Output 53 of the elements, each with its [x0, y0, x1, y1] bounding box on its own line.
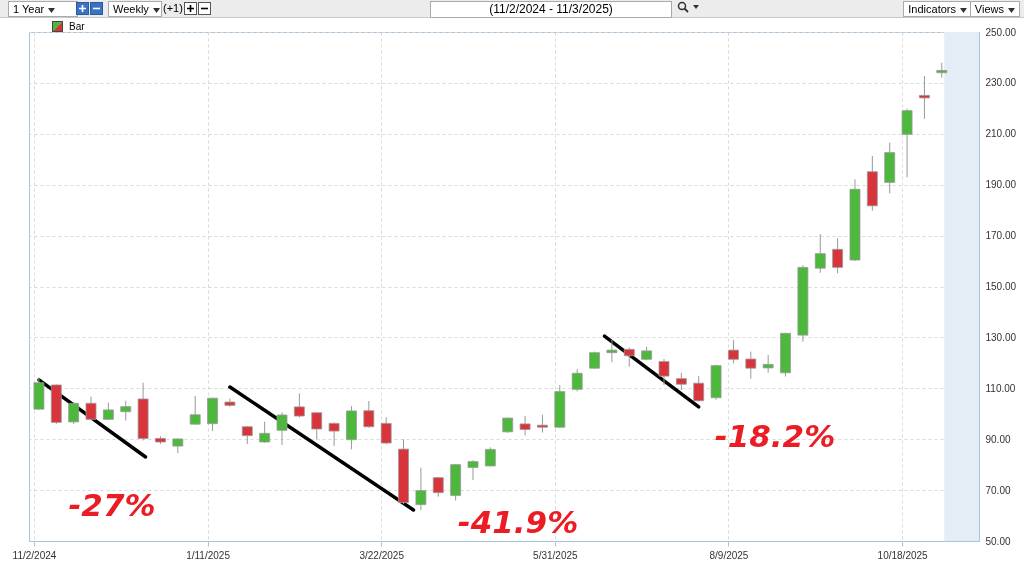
candlestick	[293, 392, 305, 419]
candlestick	[328, 421, 340, 447]
candlestick	[363, 400, 375, 429]
x-tick-label: 11/2/2024	[12, 549, 57, 561]
candlestick	[380, 416, 392, 445]
candlestick	[415, 467, 427, 511]
text: 1 Year	[13, 3, 45, 15]
candlestick	[658, 358, 670, 386]
candlestick	[484, 446, 496, 467]
y-tick-label: 130.00	[985, 331, 1017, 343]
candlestick	[728, 339, 739, 364]
x-tick-label: 5/31/2025	[533, 549, 579, 561]
y-tick-label: 110.00	[985, 382, 1016, 394]
candlestick	[259, 421, 271, 444]
x-tick-label: 10/18/2025	[877, 549, 929, 561]
y-tick-label: 250.00	[985, 26, 1017, 38]
annotation: -27%	[68, 487, 156, 523]
y-tick-label: 90.00	[985, 433, 1011, 445]
candlestick	[189, 395, 201, 426]
legend-label: Bar	[69, 21, 85, 32]
candlestick	[745, 351, 757, 380]
x-tick-label: 3/22/2025	[359, 549, 405, 561]
y-tick-label: 190.00	[985, 179, 1017, 191]
candlestick	[606, 339, 618, 363]
candlestick	[919, 75, 930, 120]
y-tick-label: 70.00	[985, 484, 1011, 496]
candlestick	[623, 347, 635, 368]
candlestick	[120, 400, 132, 422]
candlestick	[519, 415, 531, 437]
y-tick-label: 210.00	[985, 128, 1017, 140]
candlestick	[814, 233, 826, 274]
candlestick	[693, 375, 705, 403]
y-tick-label: 150.00	[985, 281, 1017, 292]
candlestick	[276, 411, 288, 446]
annotation: -41.9%	[457, 504, 579, 540]
y-tick-label: 50.00	[985, 535, 1011, 547]
text: Weekly	[113, 3, 149, 15]
annotation: -18.2%	[714, 418, 836, 454]
candlestick	[571, 368, 583, 392]
candlestick	[68, 401, 80, 425]
candlestick	[832, 237, 844, 274]
chart-title: (11/2/2024 - 11/3/2025)	[430, 1, 672, 18]
text: (+1)	[163, 2, 183, 14]
candlestick	[224, 397, 236, 408]
text: Views	[974, 3, 1004, 15]
candlestick	[901, 108, 913, 178]
candlestick	[467, 459, 479, 481]
y-tick-label: 170.00	[985, 230, 1017, 242]
text: Indicators	[908, 3, 956, 15]
x-tick-label: 8/9/2025	[709, 549, 749, 561]
y-tick-label: 230.00	[985, 77, 1017, 89]
candlestick	[311, 411, 323, 440]
x-tick-label: 1/11/2025	[186, 549, 231, 561]
